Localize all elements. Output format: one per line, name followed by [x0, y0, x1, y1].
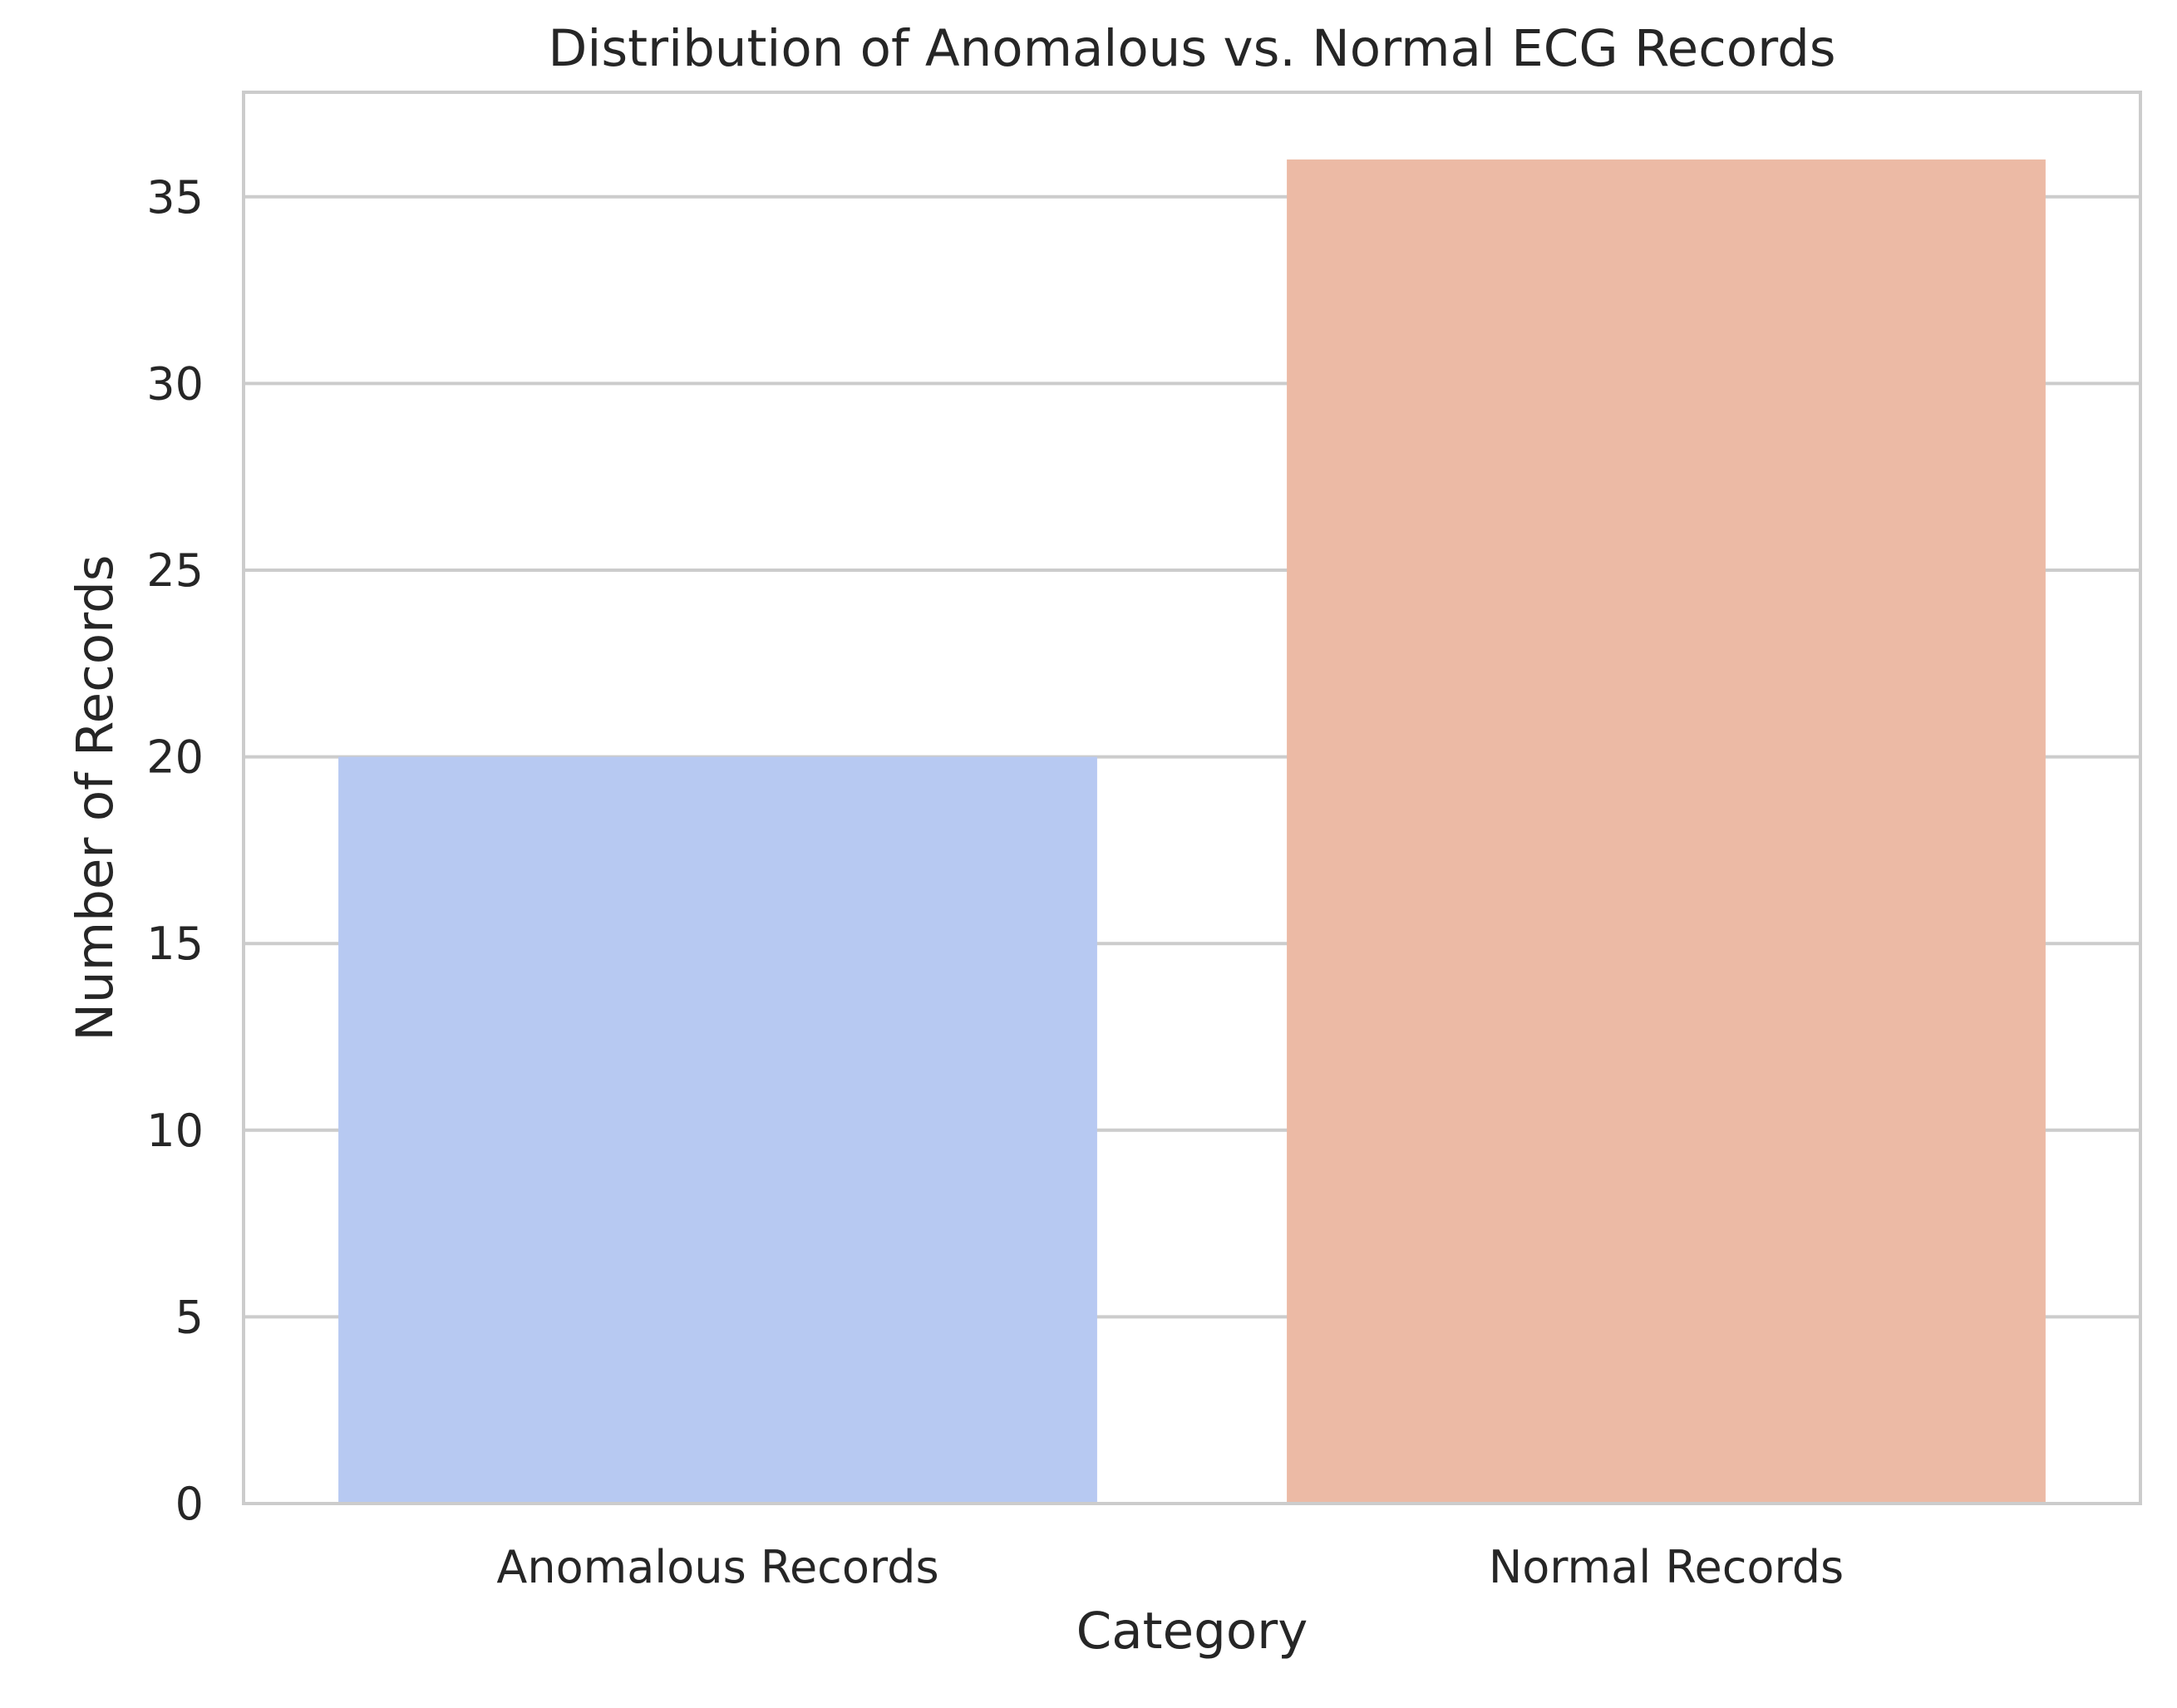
plot-frame: [242, 91, 2142, 1505]
y-axis-label: Number of Records: [66, 554, 125, 1041]
y-tick-label: 30: [146, 357, 204, 410]
y-tick-label: 25: [146, 544, 204, 597]
x-tick-label: Normal Records: [1489, 1541, 1844, 1593]
y-tick-label: 35: [146, 171, 204, 224]
bars: [338, 159, 2046, 1504]
x-axis-label: Category: [1076, 1602, 1308, 1661]
y-tick-labels: 0 5 10 15 20 25 30 35: [146, 171, 204, 1530]
bar-normal-records: [1287, 159, 2046, 1504]
y-tick-label: 10: [146, 1105, 204, 1157]
chart-title: Distribution of Anomalous vs. Normal ECG…: [548, 19, 1835, 78]
y-tick-label: 20: [146, 731, 204, 784]
bar-anomalous-records: [338, 756, 1097, 1504]
y-tick-label: 5: [175, 1291, 204, 1343]
y-tick-label: 0: [175, 1478, 204, 1530]
x-tick-labels: Anomalous Records Normal Records: [496, 1541, 1844, 1593]
x-tick-label: Anomalous Records: [496, 1541, 938, 1593]
y-tick-label: 15: [146, 918, 204, 970]
